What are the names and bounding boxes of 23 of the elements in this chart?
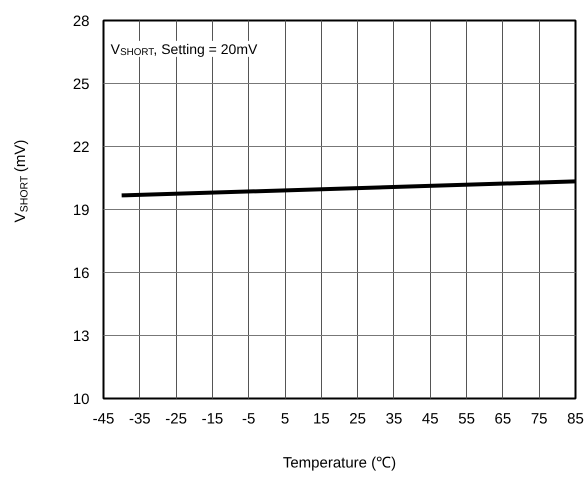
x-tick-label: 15 [313, 410, 330, 428]
x-tick-label: 45 [422, 410, 439, 428]
y-axis-title: VSHORT (mV) [12, 140, 30, 222]
y-tick-label: 19 [72, 202, 90, 219]
x-tick-label: 35 [386, 410, 402, 428]
y-tick-label: 10 [72, 391, 90, 408]
y-tick-label: 28 [72, 13, 90, 30]
x-tick-label: -5 [242, 410, 256, 428]
y-tick-label: 22 [72, 139, 90, 156]
x-tick-label: 25 [349, 410, 366, 428]
y-tick-label: 16 [72, 265, 90, 282]
x-axis-title: Temperature (℃) [282, 454, 396, 472]
x-tick-label: -35 [128, 410, 151, 428]
x-tick-label: -15 [202, 410, 224, 428]
x-tick-label: 85 [567, 410, 584, 428]
x-tick-label: 55 [458, 410, 475, 428]
x-tick-label: 75 [530, 410, 548, 428]
y-tick-label: 13 [72, 328, 90, 345]
x-tick-label: -45 [92, 410, 114, 428]
x-tick-label: 5 [280, 410, 290, 428]
x-tick-label: -25 [165, 410, 187, 428]
y-tick-label: 25 [72, 76, 90, 93]
x-tick-label: 65 [494, 410, 512, 428]
